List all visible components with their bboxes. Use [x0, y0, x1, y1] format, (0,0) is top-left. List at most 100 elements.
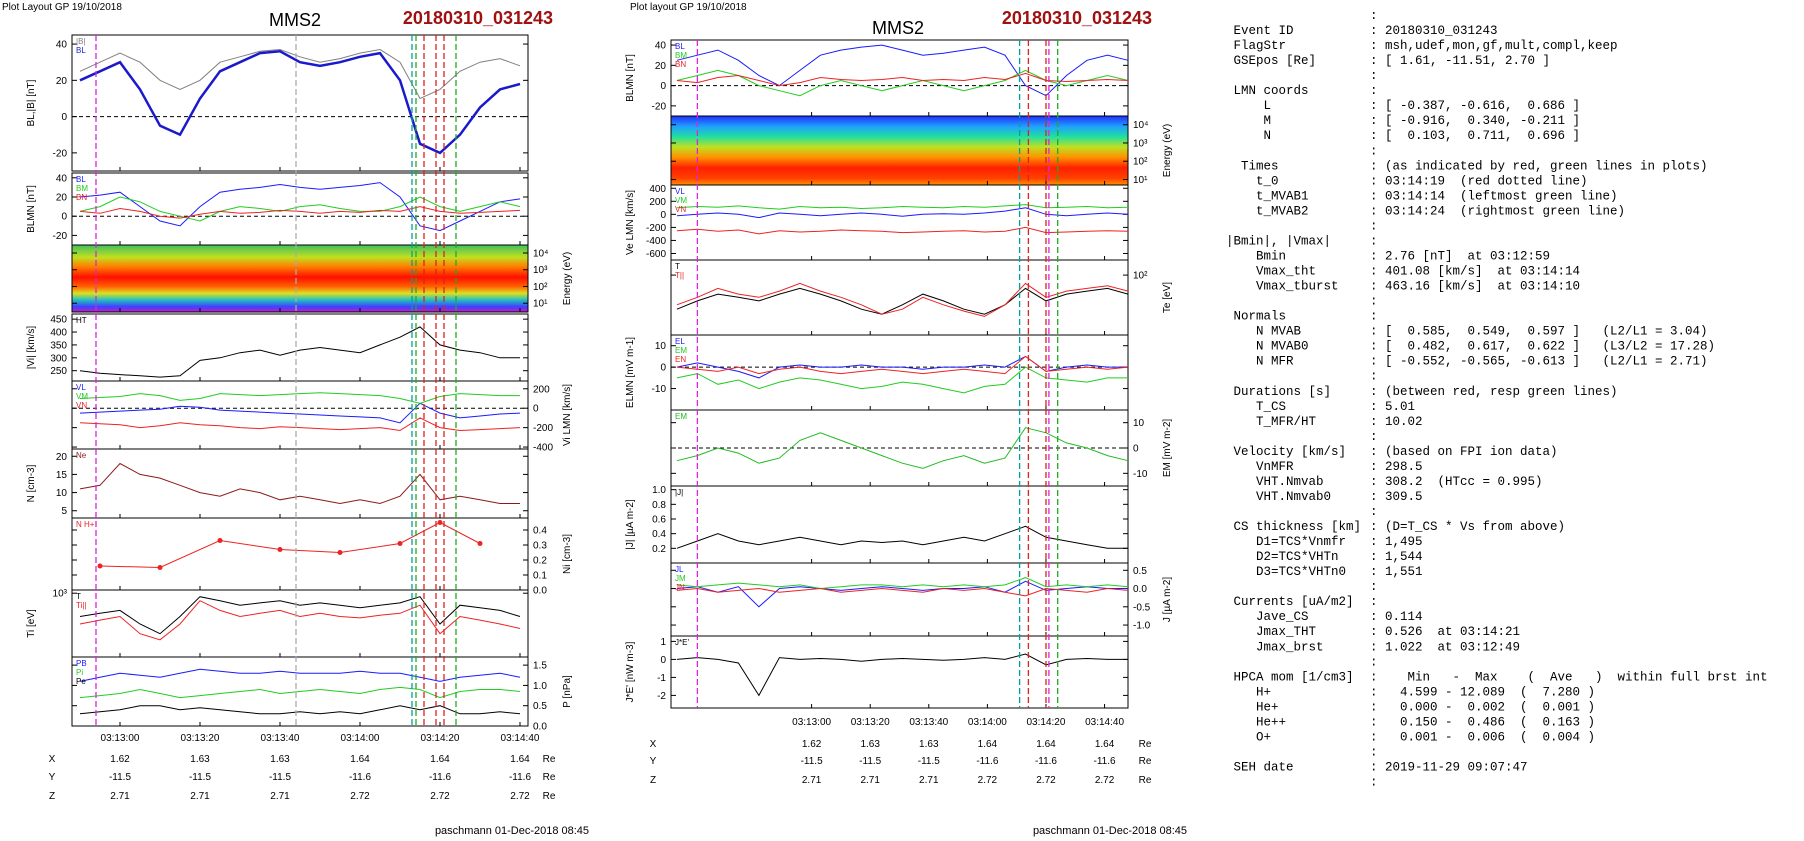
series-line — [79, 668, 521, 682]
y-tick-label: 0 — [61, 212, 67, 223]
ephemeris-value: -11.5 — [859, 756, 881, 767]
ephemeris-value: 2.72 — [430, 791, 450, 802]
y-tick-label: 200 — [533, 384, 550, 395]
series-line — [676, 72, 1129, 87]
summary-value: : — [1370, 745, 1378, 759]
summary-value: : 2019-11-29 09:07:47 — [1370, 761, 1528, 775]
x-tick-label: 03:13:20 — [181, 733, 220, 744]
ephemeris-value: 2.71 — [802, 775, 822, 786]
y-axis-label: BLMN [nT] — [625, 54, 636, 102]
y-axis-label: Energy (eV) — [1162, 124, 1173, 177]
ephemeris-value: 1.63 — [919, 739, 939, 750]
summary-value: : — [1370, 655, 1378, 669]
y-tick-label: 15 — [56, 470, 68, 481]
y-tick-label: -1 — [657, 673, 666, 684]
panel-frame — [71, 448, 529, 519]
summary-label: He++ — [1226, 715, 1286, 729]
ephemeris-unit: Re — [1139, 739, 1152, 750]
y-tick-label: 0.2 — [652, 544, 666, 555]
legend-entry: BL — [76, 46, 86, 55]
ephemeris-unit: Re — [1139, 775, 1152, 786]
summary-value: : — [1370, 234, 1378, 248]
legend-entry: VL — [675, 187, 685, 196]
ephemeris-value: 2.71 — [190, 791, 210, 802]
summary-value: : [ 1.61, -11.51, 2.70 ] — [1370, 54, 1550, 68]
legend-entry: J*E' — [675, 638, 689, 647]
x-tick-label: 03:13:00 — [101, 733, 140, 744]
legend-entry: BL — [76, 175, 86, 184]
y-tick-label: 10² — [1133, 271, 1148, 282]
y-tick-label: 250 — [50, 366, 67, 377]
y-tick-label: 0 — [660, 363, 666, 374]
ephemeris-name: Y — [49, 772, 56, 783]
x-tick-label: 03:14:00 — [341, 733, 380, 744]
y-axis-label: N [cm-3] — [26, 464, 37, 502]
summary-value: : 1.022 at 03:12:49 — [1370, 640, 1520, 654]
legend-entry: Ti|| — [76, 601, 87, 610]
ephemeris-value: 1.63 — [860, 739, 880, 750]
point — [437, 520, 443, 525]
y-tick-label: 0 — [660, 655, 666, 666]
panel-frame — [71, 172, 529, 246]
summary-value: : [ 0.585, 0.549, 0.597 ] (L2/L1 = 3.04) — [1370, 325, 1708, 339]
panel-frame — [71, 589, 529, 658]
legend-entry: T — [76, 592, 81, 601]
summary-value: : [ 0.103, 0.711, 0.696 ] — [1370, 129, 1580, 143]
summary-label: Times — [1226, 159, 1279, 173]
series-line — [79, 686, 521, 699]
y-tick-label: -2 — [657, 691, 666, 702]
y-tick-label: 10⁴ — [533, 248, 548, 259]
ephemeris-value: -11.5 — [109, 772, 131, 783]
panel-frame — [71, 34, 529, 172]
y-tick-label: 1 — [660, 637, 666, 648]
series-line — [676, 44, 1129, 97]
ephemeris-value: -11.6 — [509, 772, 531, 783]
y-tick-label: 0.0 — [1133, 584, 1147, 595]
panel-frame — [71, 244, 529, 313]
ephemeris-value: 1.64 — [1036, 739, 1056, 750]
summary-value: : (between red, resp green lines) — [1370, 385, 1618, 399]
summary-value: : — [1370, 144, 1378, 158]
y-tick-label: 300 — [50, 353, 67, 364]
ephemeris-name: X — [49, 754, 56, 765]
y-tick-label: 20 — [56, 76, 68, 87]
summary-value: : [ -0.916, 0.340, -0.211 ] — [1370, 114, 1580, 128]
summary-label: T_CS — [1226, 400, 1286, 414]
series-line — [676, 587, 1129, 597]
summary-value: : 463.16 [km/s] at 03:14:10 — [1370, 280, 1580, 294]
spectrogram — [72, 245, 528, 312]
summary-value: : — [1370, 595, 1378, 609]
y-axis-label: Vi LMN [km/s] — [562, 384, 573, 446]
series-line — [79, 326, 520, 378]
summary-value: : [ 0.482, 0.617, 0.622 ] (L3/L2 = 17.28… — [1370, 340, 1715, 354]
legend-entry: BL — [675, 42, 685, 51]
legend-entry: BN — [76, 193, 87, 202]
summary-label: H+ — [1226, 685, 1271, 699]
summary-value: : [ -0.387, -0.616, 0.686 ] — [1370, 99, 1580, 113]
summary-value: : 10.02 — [1370, 415, 1423, 429]
summary-label: t_MVAB1 — [1226, 189, 1309, 203]
y-tick-label: 40 — [56, 40, 68, 51]
spacecraft: MMS2 — [872, 18, 924, 38]
panel-frame — [71, 380, 529, 450]
summary-label: M — [1226, 114, 1271, 128]
y-axis-label: BLMN [nT] — [26, 185, 37, 233]
ephemeris-value: -11.6 — [976, 756, 998, 767]
y-tick-label: 20 — [56, 193, 68, 204]
legend-entry: HT — [76, 316, 87, 325]
ephemeris-unit: Re — [1139, 756, 1152, 767]
legend-entry: EM — [675, 412, 687, 421]
y-axis-label: Ni [cm-3] — [562, 534, 573, 574]
legend-entry: Pe — [76, 677, 86, 686]
y-tick-label: -400 — [533, 443, 553, 454]
spacecraft: MMS2 — [269, 10, 321, 30]
summary-label: D3=TCS*VHTn0 — [1226, 565, 1346, 579]
y-axis-label: ELMN [mV m-1] — [625, 337, 636, 408]
series-line — [99, 521, 481, 569]
series-line — [79, 417, 521, 432]
point — [157, 565, 163, 570]
event-id: 20180310_031243 — [1002, 8, 1152, 28]
summary-value: : — [1370, 84, 1378, 98]
summary-label: VnMFR — [1226, 460, 1294, 474]
series-line — [676, 525, 1128, 549]
